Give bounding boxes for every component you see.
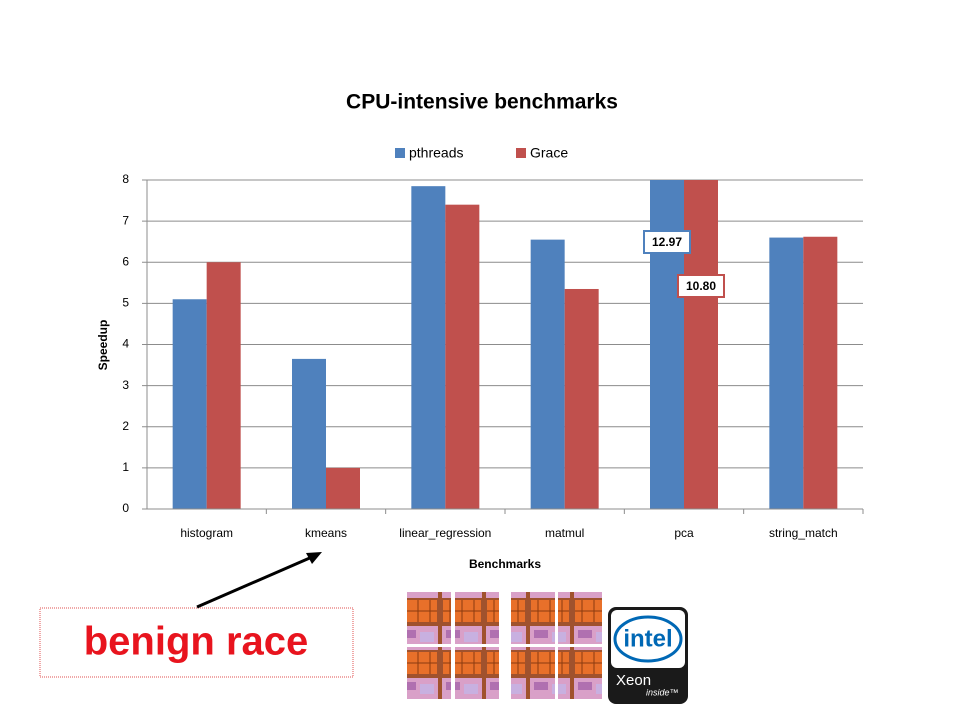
x-tick-label: kmeans: [305, 526, 347, 540]
x-axis-label: Benchmarks: [469, 557, 541, 571]
chip: [558, 647, 602, 699]
arrow: [196, 555, 313, 609]
x-tick-label: histogram: [180, 526, 233, 540]
bar: [292, 358, 326, 509]
logo-brand: intel: [623, 625, 672, 652]
y-tick-label: 7: [122, 213, 129, 227]
chart-title: CPU-intensive benchmarks: [346, 91, 618, 114]
bar: [769, 237, 804, 509]
y-tick-label: 0: [122, 501, 129, 515]
y-tick-label: 8: [122, 172, 129, 186]
bar: [530, 239, 565, 509]
logo-product: Xeon: [616, 672, 651, 689]
bar: [411, 186, 446, 509]
bar: [206, 262, 241, 509]
chip: [511, 647, 555, 699]
logo-top: [611, 610, 685, 668]
legend-label: Grace: [530, 145, 568, 161]
legend-swatch: [516, 148, 526, 158]
chip: [455, 647, 499, 699]
x-tick-label: matmul: [545, 526, 584, 540]
x-tick-label: linear_regression: [399, 526, 491, 540]
bar: [650, 180, 684, 509]
chip: [558, 592, 602, 644]
legend-swatch: [395, 148, 405, 158]
data-label-box: [643, 230, 691, 254]
y-tick-label: 4: [122, 337, 129, 351]
bar: [564, 288, 599, 509]
legend-label: pthreads: [409, 145, 463, 161]
plot-area: 0 1 2 3 4 5 6 7 8 histogram kmeans linear_regressio…: [122, 145, 864, 540]
bar: [803, 236, 838, 509]
data-label-box: [677, 274, 725, 298]
chip: [407, 592, 451, 644]
bar: [445, 204, 480, 510]
x-tick-label: pca: [674, 526, 694, 540]
bar: [326, 467, 360, 509]
x-tick-label: string_match: [769, 526, 838, 540]
annotation: benign race: [39, 552, 354, 678]
chip: [455, 592, 499, 644]
y-tick-label: 1: [122, 460, 129, 474]
annotation-text: benign race: [84, 620, 309, 664]
arrow-head: [306, 552, 322, 564]
chip: [511, 592, 555, 644]
y-axis-label: Speedup: [96, 320, 110, 371]
y-tick-label: 2: [122, 419, 129, 433]
bar: [172, 299, 207, 509]
bars: [172, 180, 838, 510]
logo-swoosh: [613, 615, 683, 663]
y-tick-label: 5: [122, 296, 129, 310]
logo-tag: inside™: [646, 687, 679, 697]
annotation-box: [39, 607, 354, 678]
chips: [407, 592, 602, 699]
intel-logo: intel Xeon inside™: [608, 607, 688, 704]
y-tick-label: 6: [122, 254, 129, 268]
data-label: 12.97: [652, 235, 682, 249]
chip: [407, 647, 451, 699]
y-tick-label: 3: [122, 378, 129, 392]
data-label: 10.80: [686, 279, 716, 293]
